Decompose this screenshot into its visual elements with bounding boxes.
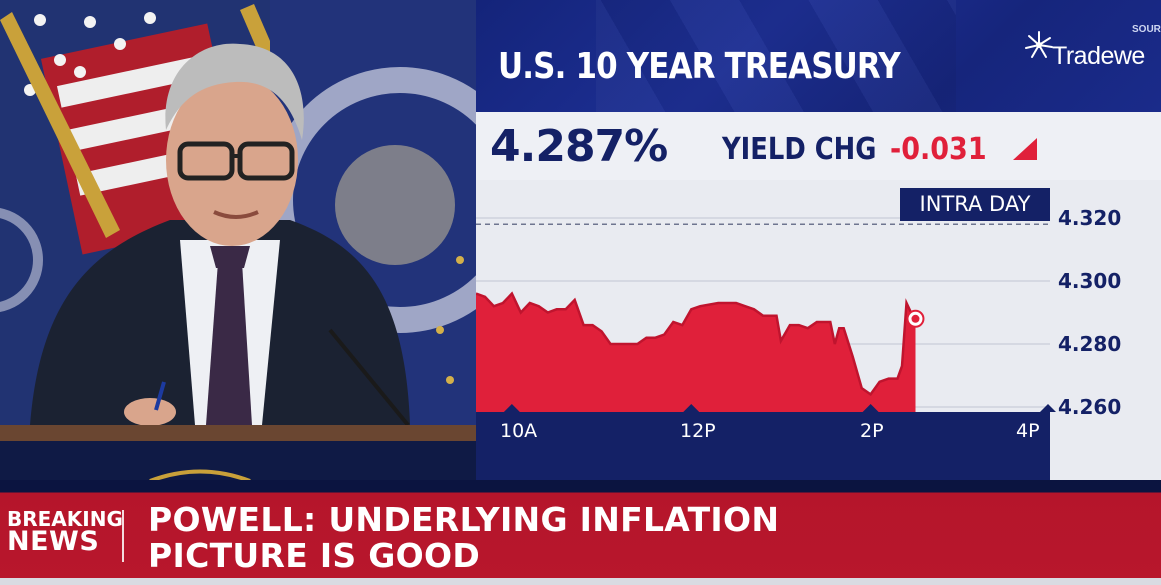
podium [0,425,476,441]
bottom-strip [0,578,1161,585]
x-tick-label: 10A [500,420,538,442]
breaking-news-label: BREAKING NEWS [7,507,123,557]
headline-line2: PICTURE IS GOOD [148,536,481,575]
speaker-scene [0,0,476,480]
latest-point-dot [911,314,920,323]
chart-area: INTRA DAY 4.320 4.300 4.280 4.260 10A 12P 2P 4… [476,180,1161,480]
intraday-badge: INTRA DAY [900,188,1050,221]
treasury-chart-panel: U.S. 10 YEAR TREASURY SOUR Tradewe 4.287… [476,0,1161,480]
y-tick-label: 4.260 [1058,395,1122,419]
chart-canvas [476,217,1056,480]
video-feed [0,0,476,480]
breaking-label-line1: BREAKING [7,507,123,531]
headline: POWELL: UNDERLYING INFLATION PICTURE IS … [148,502,779,574]
microphone [328,328,410,427]
x-tick-notch [503,404,520,412]
starburst-icon [1025,31,1053,58]
y-tick-label: 4.300 [1058,269,1122,293]
banner-divider [122,510,124,562]
provider-logo: Tradewe [1024,28,1161,76]
yield-area [476,293,916,412]
chart-title: U.S. 10 YEAR TREASURY [498,46,901,87]
x-axis-band [476,412,1050,480]
yield-change-label: YIELD CHG [722,132,877,167]
flag-pole [0,12,120,238]
y-tick-label: 4.280 [1058,332,1122,356]
source-label: SOUR [1132,24,1161,35]
headline-line1: POWELL: UNDERLYING INFLATION [148,500,780,539]
breaking-news-banner: BREAKING NEWS POWELL: UNDERLYING INFLATI… [0,480,1161,585]
y-tick-label: 4.320 [1058,206,1122,230]
x-tick-label: 12P [680,420,716,442]
x-tick-label: 2P [860,420,884,442]
chart-title-bar: U.S. 10 YEAR TREASURY SOUR Tradewe [476,0,1161,112]
axis-corner [1050,412,1161,480]
speaker [30,43,410,426]
yield-line [476,291,917,397]
down-triangle-icon [1013,138,1037,160]
x-tick-notch [683,404,700,412]
x-tick-notch [1040,404,1056,412]
x-tick-notch [862,404,879,412]
breaking-label-line2: NEWS [7,526,100,557]
yield-value: 4.287% [490,121,668,172]
yield-change-value: -0.031 [890,132,987,167]
provider-logo-text: Tradewe [1052,42,1145,70]
x-tick-label: 4P [1016,420,1040,442]
quote-bar: 4.287% YIELD CHG -0.031 [476,112,1161,180]
